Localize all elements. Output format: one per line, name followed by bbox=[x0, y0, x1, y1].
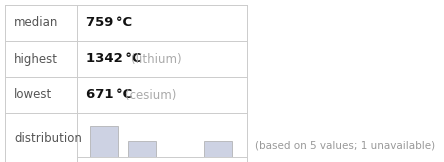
Text: (cesium): (cesium) bbox=[125, 88, 176, 102]
Text: (lithium): (lithium) bbox=[131, 52, 181, 65]
Text: (based on 5 values; 1 unavailable): (based on 5 values; 1 unavailable) bbox=[255, 140, 435, 150]
Bar bbox=[204, 141, 232, 157]
Text: 671 °C: 671 °C bbox=[86, 88, 132, 102]
Text: median: median bbox=[14, 17, 58, 29]
Text: lowest: lowest bbox=[14, 88, 52, 102]
Text: distribution: distribution bbox=[14, 132, 82, 145]
Bar bbox=[128, 141, 156, 157]
Text: 1342 °C: 1342 °C bbox=[86, 52, 142, 65]
Text: 759 °C: 759 °C bbox=[86, 17, 132, 29]
Bar bbox=[90, 126, 118, 157]
Text: highest: highest bbox=[14, 52, 58, 65]
